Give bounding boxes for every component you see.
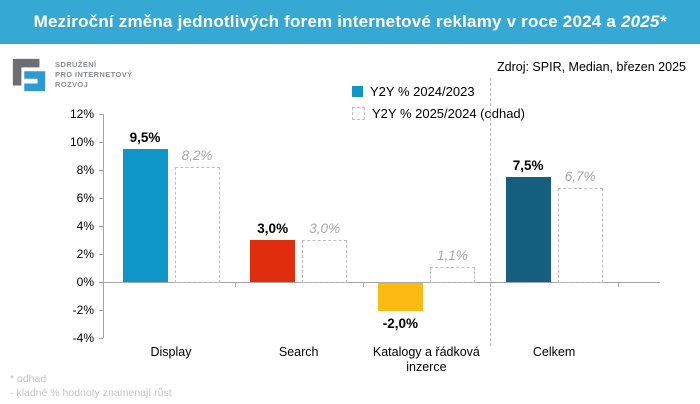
page-title-year-emph: 2025* <box>620 12 667 31</box>
legend-swatch-dashed <box>352 106 365 120</box>
y-axis-tick <box>99 170 103 171</box>
legend-swatch-solid <box>352 85 363 97</box>
y-axis-tick-label: 8% <box>76 163 94 177</box>
y-axis-line <box>103 114 104 338</box>
y-axis-tick <box>99 226 103 227</box>
category-label: Katalogy a řádková inzerce <box>372 345 480 374</box>
footnotes: * odhad - kladné % hodnoty znamenají růs… <box>10 372 172 400</box>
footnote-line: * odhad <box>10 373 47 385</box>
bar-estimate-value-label: 1,1% <box>437 247 468 263</box>
bar-estimate-value-label: 8,2% <box>181 148 213 164</box>
bar-estimate-3 <box>557 188 603 283</box>
y-axis-tick <box>99 282 103 283</box>
x-axis-baseline <box>103 282 660 283</box>
bar-estimate-0 <box>174 167 220 283</box>
x-axis-tick <box>362 283 364 287</box>
y-axis-tick-label: 4% <box>76 219 94 233</box>
legend-item-estimate: Y2Y % 2025/2024 (odhad) <box>352 102 525 124</box>
category-separator-line <box>490 78 492 346</box>
bar-value-label: 7,5% <box>512 158 544 173</box>
title-band: Meziroční změna jednotlivých forem inter… <box>0 0 700 44</box>
y-axis-tick <box>99 114 103 115</box>
category-label: Celkem <box>532 345 576 359</box>
y-axis-tick <box>99 198 103 199</box>
legend-item-actual: Y2Y % 2024/2023 <box>352 80 525 102</box>
bar-value-label: -2,0% <box>382 316 419 331</box>
y-axis-tick-label: 0% <box>76 275 94 289</box>
y-axis-tick <box>99 338 103 339</box>
footnote-line: - kladné % hodnoty znamenají růst <box>10 387 172 399</box>
page-title-text: Meziroční změna jednotlivých forem inter… <box>33 12 621 31</box>
bar-value-label: 9,5% <box>129 130 161 145</box>
y-axis-tick-label: 6% <box>76 191 94 205</box>
logo-line: ROZVOJ <box>55 79 89 89</box>
legend-label: Y2Y % 2024/2023 <box>370 83 475 99</box>
bar-estimate-value-label: 6,7% <box>564 169 596 185</box>
bar-actual-3 <box>505 177 551 282</box>
page-title: Meziroční změna jednotlivých forem inter… <box>34 12 667 32</box>
y-axis-tick <box>99 310 103 311</box>
bar-estimate-1 <box>302 240 348 283</box>
y-axis-tick-label: -4% <box>72 331 94 345</box>
bar-actual-0 <box>122 149 168 282</box>
category-label: Search <box>278 345 319 359</box>
bar-estimate-value-label: 3,0% <box>309 221 341 236</box>
bar-actual-1 <box>250 240 296 282</box>
source-note: Zdroj: SPIR, Median, březen 2025 <box>497 60 686 74</box>
category-label: Display <box>150 345 192 359</box>
y-axis-tick-label: -2% <box>72 303 94 317</box>
spir-logo-icon <box>12 58 46 92</box>
y-axis-tick-label: 12% <box>69 107 94 121</box>
bar-value-label: 3,0% <box>257 221 289 236</box>
x-axis-tick <box>617 283 619 287</box>
y-axis-tick-label: 10% <box>69 135 94 149</box>
y-axis-tick <box>99 254 103 255</box>
spir-logo-wordmark: SDRUŽENÍ PRO INTERNETOVÝ ROZVOJ <box>55 60 133 89</box>
bar-estimate-2 <box>429 266 475 283</box>
logo-line: SDRUŽENÍ <box>55 60 97 70</box>
legend-label: Y2Y % 2025/2024 (odhad) <box>372 105 525 121</box>
x-axis-tick <box>234 283 236 287</box>
y-axis-tick <box>99 142 103 143</box>
spir-logo: SDRUŽENÍ PRO INTERNETOVÝ ROZVOJ <box>10 56 133 94</box>
logo-line: PRO INTERNETOVÝ <box>55 70 133 80</box>
chart-legend: Y2Y % 2024/2023 Y2Y % 2025/2024 (odhad) <box>352 80 525 124</box>
y-axis-tick-label: 2% <box>76 247 94 261</box>
bar-actual-2 <box>377 283 423 311</box>
